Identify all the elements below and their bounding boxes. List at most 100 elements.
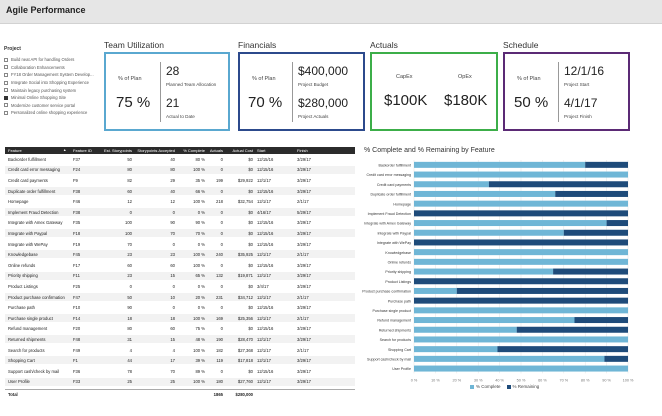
table-row[interactable]: Search for products F49 4 4 100 % 182 $27,368 1… [5,346,355,354]
slicer-item[interactable]: Maintain legacy purchasing system [4,86,104,94]
table-row[interactable]: Product purchase confirmation F47 50 10 20 %… [5,292,355,301]
slicer-item[interactable]: FY18 Order Management System Develop... [4,71,104,79]
column-header[interactable]: Actuals [209,148,223,154]
table-row[interactable]: Returned shipments F48 31 15 48 % 190 $28,470 1… [5,335,355,344]
table-row[interactable]: Purchase path F10 90 0 0 % 0 $0 12/15/16 3/29/17 [5,303,355,311]
bar-remaining[interactable] [414,210,628,217]
table-row[interactable]: Support cash/check by mail F36 78 70 89 % 0 $0… [5,367,355,375]
slicer-checkbox[interactable] [4,65,8,70]
bar-remaining[interactable] [563,229,628,236]
bar-remaining[interactable] [414,278,628,285]
table-cell: 12/1/17 [257,177,271,183]
table-cell: 3/29/17 [297,230,311,236]
bar-complete[interactable] [414,200,628,207]
table-row[interactable]: Credit card error messaging F24 80 80 100 % 0… [5,165,355,174]
slicer-item[interactable]: Build neat API for handling Orders [4,56,104,64]
team-utilization-card[interactable]: % of Plan 75 % 28 Planned Team Allocatio… [104,52,230,131]
table-row[interactable]: Homepage F46 12 12 100 % 218 $32,754 12/1/17 2/1… [5,197,355,205]
column-header[interactable]: Feature [8,148,22,154]
slicer-checkbox[interactable] [4,72,8,77]
bar-complete[interactable] [414,268,554,275]
table-cell: 190 [216,336,223,342]
bar-remaining[interactable] [606,220,628,227]
bar-complete[interactable] [414,287,457,294]
bar-remaining[interactable] [604,355,628,362]
bar-complete[interactable] [414,336,628,343]
column-header[interactable]: Actual Cost [232,148,253,154]
bar-remaining[interactable] [497,346,628,353]
bar-complete[interactable] [414,181,489,188]
bar-complete[interactable] [414,229,564,236]
bar-complete[interactable] [414,317,575,324]
bar-complete[interactable] [414,346,498,353]
bar-remaining[interactable] [516,326,628,333]
actuals-card[interactable]: CapEx $100K OpEx $180K [370,52,498,131]
table-cell: 100 % [193,199,205,205]
column-header[interactable]: Storypoints Accepted [137,148,175,154]
column-header[interactable]: Finish [297,148,308,154]
column-header[interactable]: Est. Storypoints [103,148,132,154]
table-row[interactable]: Knowledgebase F45 23 23 100 % 240 $35,925 12/1/… [5,250,355,259]
table-row[interactable]: Priority shipping F11 23 15 65 % 132 $19,871 12… [5,271,355,280]
schedule-card[interactable]: % of Plan 50 % 12/1/16 Project Start 4/1… [503,52,630,131]
table-row[interactable]: Product Listings F25 0 0 0 % 0 $0 3/4/17 3/29/17 [5,282,355,290]
table-cell: 60 [170,326,175,332]
table-row[interactable]: Backorder fulfillment F37 50 40 80 % 0 $0 12/15… [5,155,355,163]
bar-complete[interactable] [414,249,628,256]
bar-complete[interactable] [414,161,586,168]
bar-remaining[interactable] [555,190,628,197]
bar-complete[interactable] [414,220,607,227]
bar-remaining[interactable] [553,268,628,275]
table-row[interactable]: Purchase single product F14 18 18 100 % 169 $2… [5,314,355,322]
table-cell: 0 [220,209,223,215]
bar-complete[interactable] [414,365,628,372]
slicer-checkbox[interactable] [4,57,8,62]
financials-card[interactable]: % of Plan 70 % $400,000 Project Budget $… [238,52,365,131]
column-header[interactable]: Start [257,148,266,154]
bar-remaining[interactable] [456,287,628,294]
table-cell: 12/1/17 [257,199,271,205]
table-row[interactable]: Integrate with Amex Gateway F35 100 90 90 % 0… [5,219,355,227]
slicer-checkbox[interactable] [4,103,8,108]
slicer-item[interactable]: Personalized online shopping experience [4,109,104,117]
slicer-item[interactable]: Minimal Online Shopping Site [4,94,104,102]
bar-complete[interactable] [414,190,556,197]
bar-remaining[interactable] [585,161,628,168]
bar-complete[interactable] [414,307,628,314]
table-cell: 100 % [193,379,205,385]
table-cell: 12/1/17 [257,347,271,353]
slicer-checkbox[interactable] [4,95,8,100]
table-row[interactable]: Implement Fraud Detection F38 0 0 0 % 0 $0 4/16… [5,208,355,216]
bar-complete[interactable] [414,171,628,178]
sort-asc-icon[interactable]: ▲ [63,148,67,153]
slicer-checkbox[interactable] [4,88,8,93]
bar-remaining[interactable] [414,297,628,304]
slicer-checkbox[interactable] [4,80,8,85]
table-row[interactable]: Integrate with WePay F19 70 0 0 % 0 $0 12/15/16… [5,240,355,248]
bar-remaining[interactable] [574,317,629,324]
table-row[interactable]: User Profile F33 25 25 100 % 180 $27,760 12/1/1… [5,377,355,386]
slicer-item[interactable]: Modernize customer service portal [4,102,104,110]
table-cell: 18 [127,315,132,321]
bar-complete[interactable] [414,258,628,265]
table-cell: $0 [248,305,253,311]
table-cell: 80 [127,167,132,173]
bar-complete[interactable] [414,355,605,362]
bar-remaining[interactable] [414,239,628,246]
bar-complete[interactable] [414,326,517,333]
table-cell: $27,760 [237,379,253,385]
table-row[interactable]: Shopping Cart F1 44 17 39 % 119 $17,818 12/1/17… [5,356,355,365]
column-header[interactable]: % Complete [183,148,205,154]
table-row[interactable]: Duplicate order fulfillment F38 60 40 66 % 0 $… [5,186,355,195]
table-row[interactable]: Refund management F20 80 60 75 % 0 $0 12/15/16 3… [5,325,355,333]
column-header[interactable]: Feature ID [73,148,92,154]
bar-remaining[interactable] [488,181,628,188]
table-cell: F49 [73,347,81,353]
team-pct-label: % of Plan [118,76,142,82]
table-row[interactable]: Credit card payments F9 82 29 35 % 199 $29,922… [5,176,355,184]
slicer-item[interactable]: Integrate Social into Shopping Experienc… [4,79,104,87]
slicer-item[interactable]: Collaboration Enhancements [4,64,104,72]
slicer-checkbox[interactable] [4,110,8,115]
table-row[interactable]: Online refunds F17 60 60 100 % 0 $0 12/15/16 3/2… [5,261,355,269]
table-row[interactable]: Integrate with Paypal F18 100 70 70 % 0 $0 12/1… [5,229,355,238]
